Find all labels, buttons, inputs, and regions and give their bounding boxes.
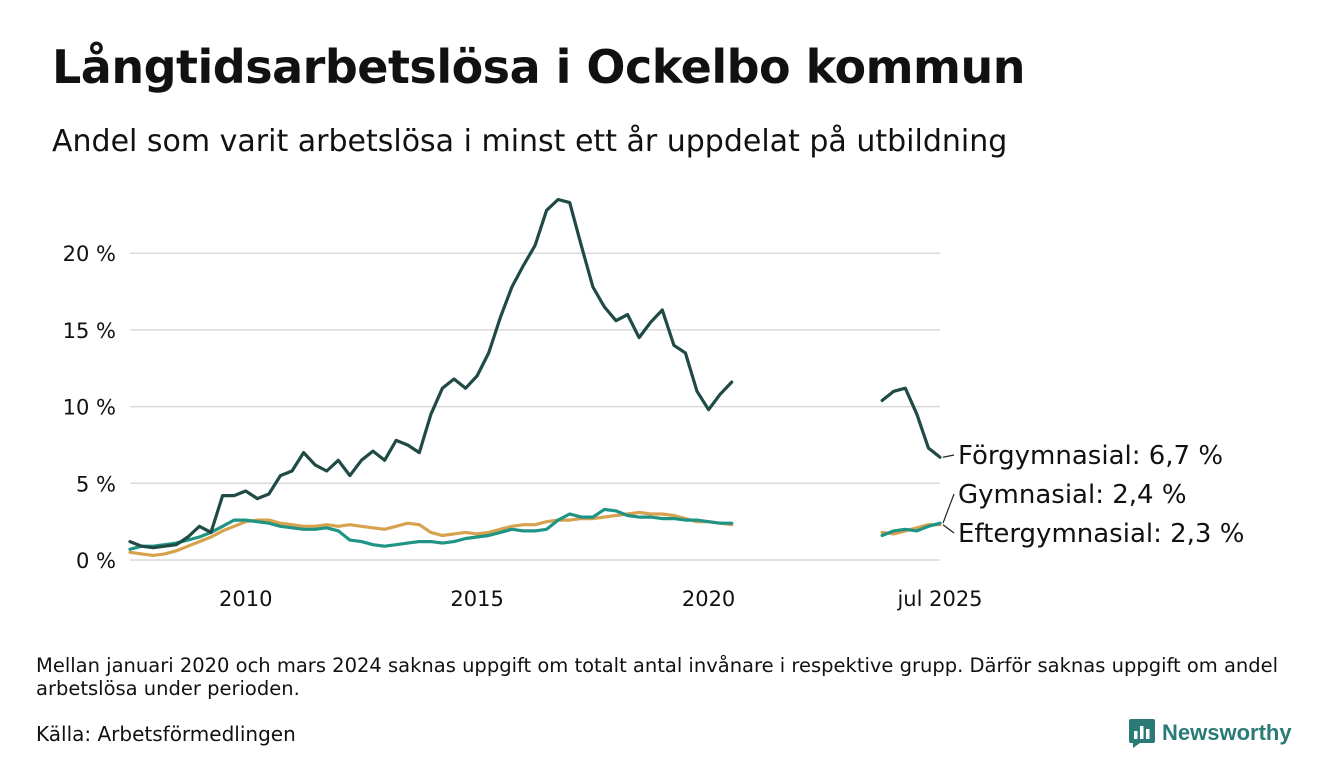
y-tick-label: 5 % <box>76 472 116 496</box>
newsworthy-logo-icon <box>1129 719 1155 748</box>
y-tick-label: 10 % <box>63 396 116 420</box>
newsworthy-brand: Newsworthy <box>1128 716 1292 750</box>
x-tick-label: 2015 <box>450 587 503 611</box>
chart-title: Långtidsarbetslösa i Ockelbo kommun <box>52 40 1025 94</box>
brand-name: Newsworthy <box>1162 720 1292 745</box>
x-tick-label: jul 2025 <box>896 587 982 611</box>
series-line-eftergymnasial <box>128 510 942 557</box>
y-tick-label: 20 % <box>63 242 116 266</box>
footnote: Mellan januari 2020 och mars 2024 saknas… <box>36 654 1279 700</box>
line-chart: 0 % 5 % 10 % 15 % 20 % 2010 2015 2020 jul 2025 Fö… <box>63 197 1244 611</box>
label-leader-line <box>942 524 955 534</box>
label-leader-line <box>942 493 955 524</box>
y-tick-label: 0 % <box>76 549 116 573</box>
x-tick-label: 2020 <box>682 587 735 611</box>
label-leader-line <box>942 454 955 458</box>
series-end-label: Förgymnasial: 6,7 % <box>958 441 1223 471</box>
series-end-label: Gymnasial: 2,4 % <box>958 480 1187 510</box>
series-end-label: Eftergymnasial: 2,3 % <box>958 519 1244 549</box>
series-line-gymnasial <box>128 507 942 551</box>
series-line-förgymnasial <box>128 197 942 550</box>
source-credit: Källa: Arbetsförmedlingen <box>36 722 296 746</box>
chart-subtitle: Andel som varit arbetslösa i minst ett å… <box>52 124 1008 159</box>
y-tick-label: 15 % <box>63 319 116 343</box>
x-tick-label: 2010 <box>219 587 272 611</box>
